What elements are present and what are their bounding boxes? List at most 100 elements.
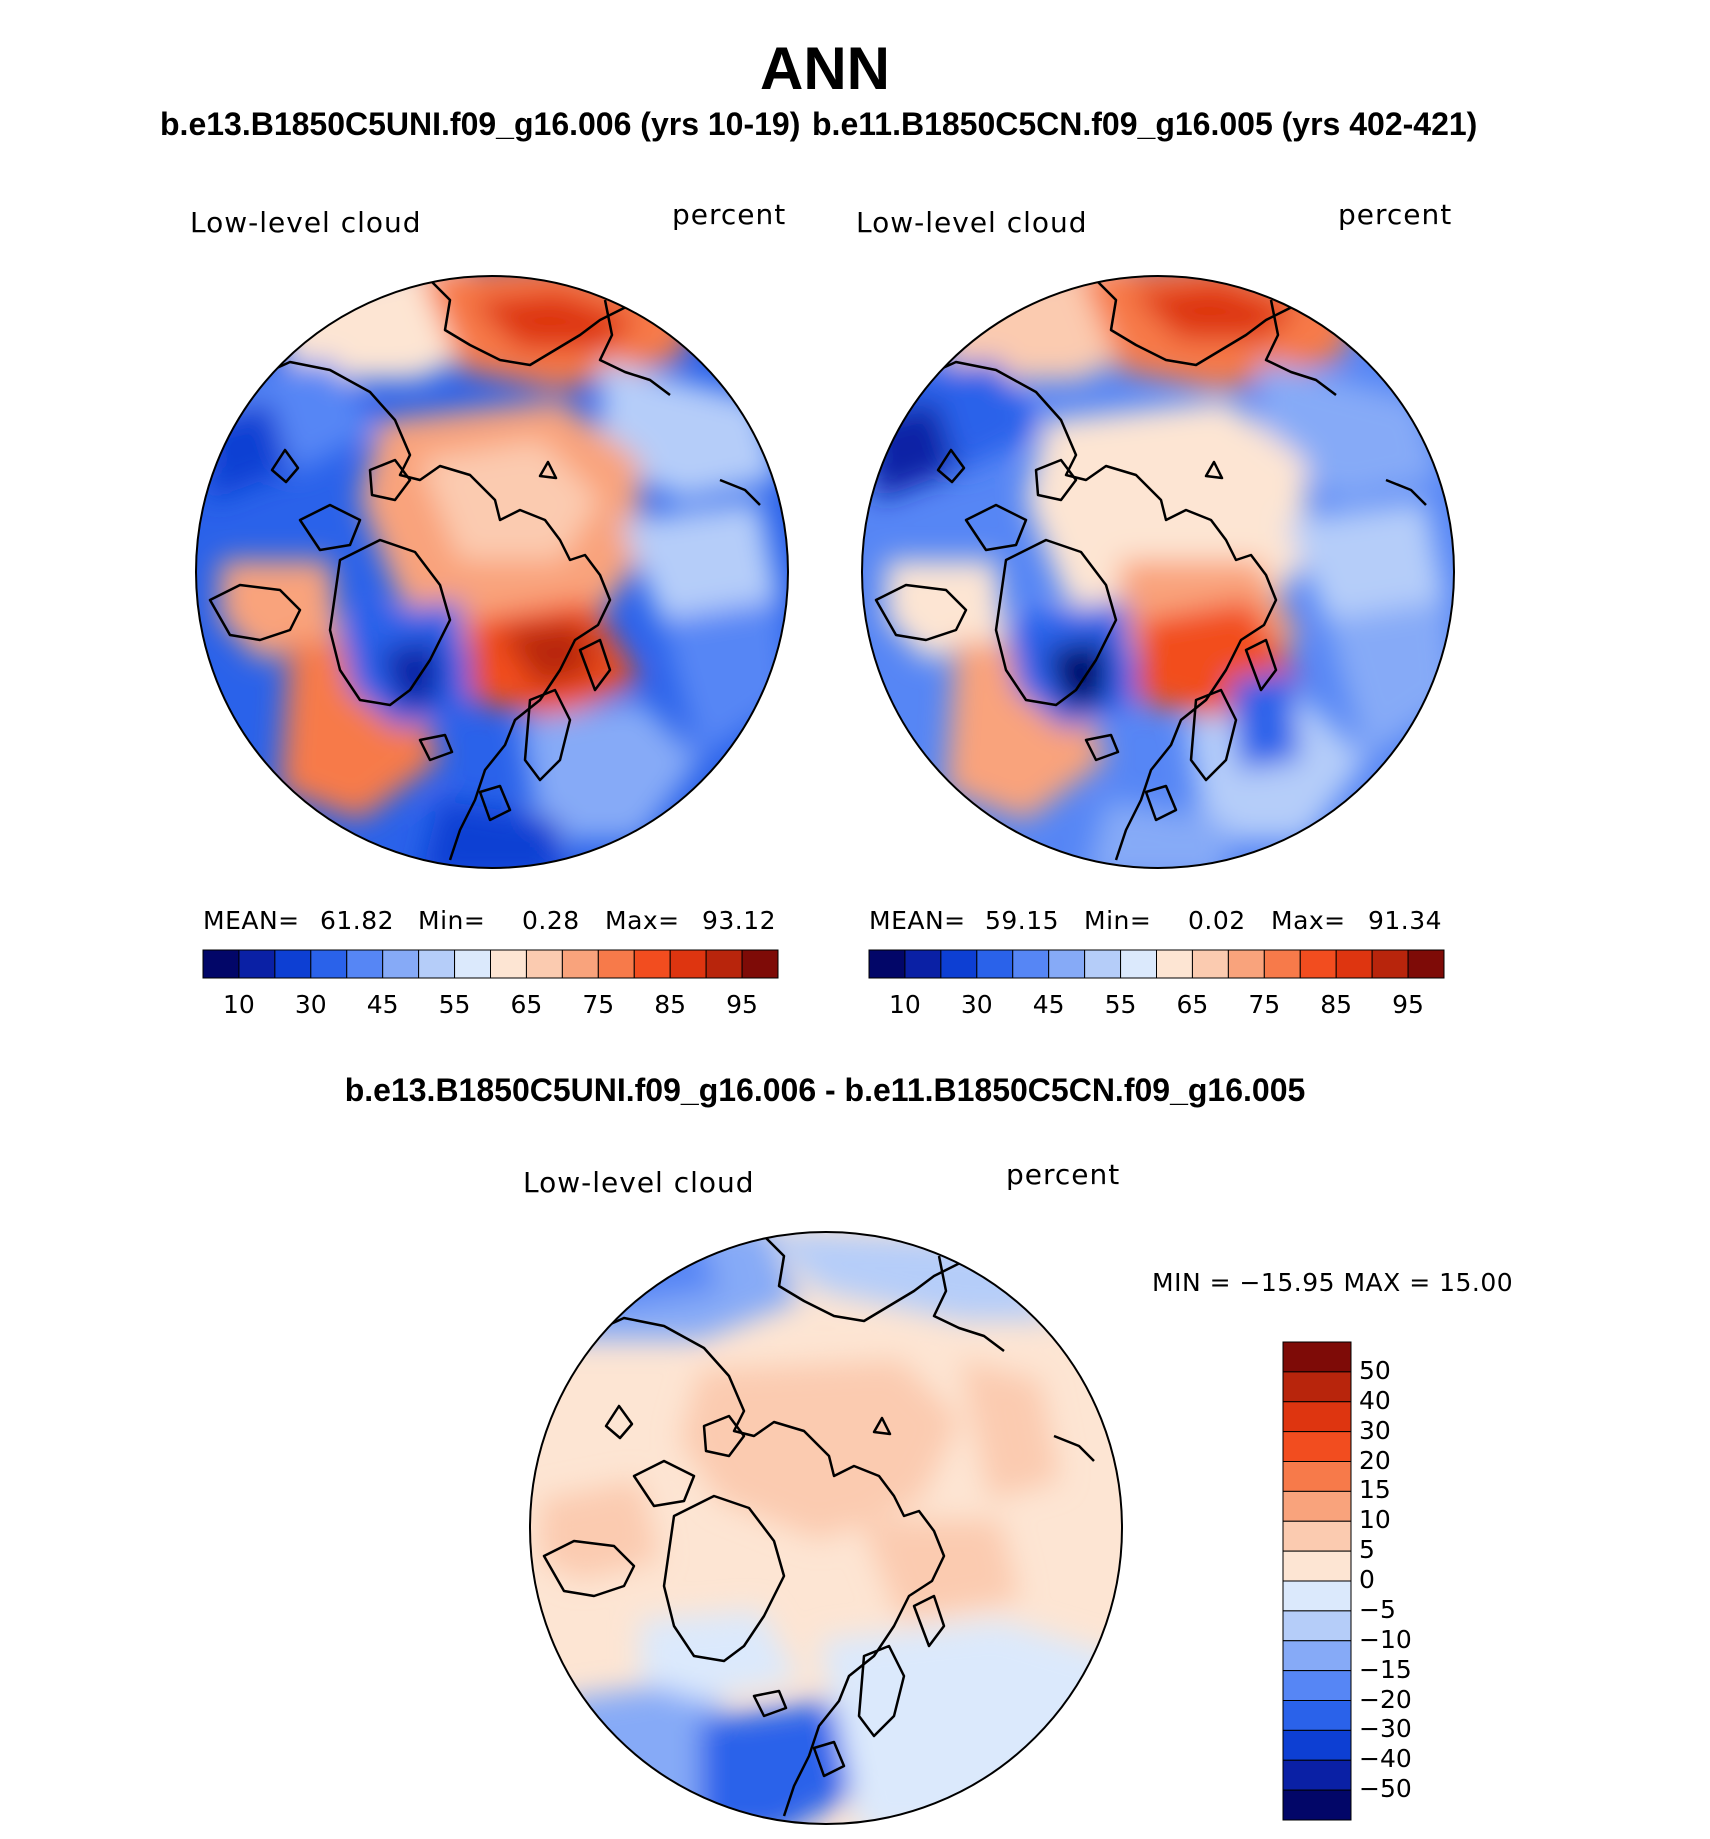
colorbar-tick-label: 30 (1359, 1415, 1391, 1445)
panel1-colorbar (202, 949, 779, 979)
colorbar-swatch (1282, 1580, 1352, 1612)
colorbar-tick-label: 75 (582, 990, 615, 1019)
colorbar-swatch (490, 949, 527, 979)
panel1-min-value: 0.28 (522, 906, 580, 935)
colorbar-swatch (561, 949, 599, 979)
panel2-units-label: percent (1338, 198, 1453, 231)
colorbar-swatch (1371, 949, 1409, 979)
colorbar-swatch (1156, 949, 1193, 979)
colorbar-swatch (1282, 1700, 1352, 1731)
colorbar-swatch (202, 949, 240, 979)
diff-units-label: percent (1006, 1158, 1121, 1191)
colorbar-swatch (1407, 949, 1445, 979)
colorbar-tick-label: 85 (654, 990, 687, 1019)
colorbar-tick-label: 30 (960, 990, 993, 1019)
colorbar-swatch (1282, 1341, 1352, 1373)
colorbar-swatch (1282, 1670, 1352, 1701)
colorbar-swatch (904, 949, 942, 979)
colorbar-swatch (1282, 1729, 1352, 1761)
panel2-max-label: Max= (1271, 906, 1346, 935)
colorbar-swatch (1191, 949, 1229, 979)
colorbar-tick-label: 10 (223, 990, 255, 1019)
colorbar-tick-label: −50 (1359, 1774, 1412, 1804)
colorbar-swatch (1263, 949, 1301, 979)
colorbar-tick-label: 85 (1320, 990, 1353, 1019)
colorbar-tick-label: 40 (1359, 1385, 1391, 1415)
panel2-case-title: b.e11.B1850C5CN.f09_g16.005 (yrs 402-421… (812, 106, 1478, 142)
colorbar-tick-label: −20 (1359, 1684, 1412, 1714)
colorbar-swatch (525, 949, 563, 979)
colorbar-swatch (310, 949, 348, 979)
diff-polar-map (529, 1231, 1123, 1825)
colorbar-tick-label: 50 (1359, 1355, 1391, 1385)
panel2-polar-map (861, 275, 1455, 869)
colorbar-tick-label: 15 (1359, 1475, 1391, 1505)
colorbar-tick-label: 55 (1104, 990, 1137, 1019)
colorbar-tick-label: 0 (1359, 1565, 1375, 1594)
colorbar-swatch (741, 949, 779, 979)
colorbar-tick-label: −30 (1359, 1714, 1412, 1744)
colorbar-swatch (418, 949, 456, 979)
colorbar-tick-label: 10 (889, 990, 921, 1019)
panel2-min-label: Min= (1084, 906, 1152, 935)
colorbar-swatch (1282, 1759, 1352, 1791)
colorbar-swatch (1048, 949, 1086, 979)
diff-variable-label: Low-level cloud (523, 1166, 755, 1199)
colorbar-tick-label: −15 (1359, 1654, 1412, 1684)
panel1-mean-value: 61.82 (320, 906, 395, 935)
colorbar-tick-label: 5 (1359, 1535, 1375, 1565)
colorbar-swatch (1282, 1401, 1352, 1433)
colorbar-swatch (274, 949, 312, 979)
colorbar-swatch (1227, 949, 1265, 979)
panel2-colorbar (868, 949, 1445, 979)
colorbar-swatch (669, 949, 707, 979)
panel2-mean-value: 59.15 (985, 906, 1060, 935)
colorbar-swatch (1282, 1490, 1352, 1522)
colorbar-swatch (976, 949, 1014, 979)
colorbar-swatch (1282, 1520, 1352, 1552)
diff-colorbar (1282, 1341, 1352, 1821)
colorbar-tick-label: −40 (1359, 1744, 1412, 1774)
colorbar-swatch (1084, 949, 1122, 979)
colorbar-swatch (1335, 949, 1373, 979)
colorbar-swatch (940, 949, 978, 979)
panel1-variable-label: Low-level cloud (190, 206, 422, 239)
colorbar-tick-label: −5 (1359, 1594, 1396, 1624)
colorbar-swatch (382, 949, 420, 979)
colorbar-swatch (1282, 1461, 1352, 1492)
panel2-max-value: 91.34 (1368, 906, 1443, 935)
colorbar-swatch (1282, 1431, 1352, 1462)
panel1-min-label: Min= (418, 906, 486, 935)
colorbar-tick-label: −10 (1359, 1624, 1412, 1654)
figure-title: ANN (760, 35, 890, 102)
colorbar-tick-label: 10 (1359, 1505, 1391, 1535)
colorbar-swatch (1012, 949, 1050, 979)
panel1-polar-map (195, 275, 789, 869)
colorbar-swatch (868, 949, 906, 979)
colorbar-swatch (346, 949, 384, 979)
colorbar-swatch (1282, 1640, 1352, 1672)
colorbar-tick-label: 30 (294, 990, 327, 1019)
panel2-variable-label: Low-level cloud (856, 206, 1088, 239)
colorbar-swatch (238, 949, 276, 979)
colorbar-tick-label: 95 (1392, 990, 1424, 1019)
panel1-mean-label: MEAN= (203, 906, 300, 935)
colorbar-tick-label: 45 (1032, 990, 1065, 1019)
colorbar-tick-label: 45 (366, 990, 399, 1019)
panel1-case-title: b.e13.B1850C5UNI.f09_g16.006 (yrs 10-19) (160, 106, 801, 142)
panel1-max-value: 93.12 (702, 906, 777, 935)
colorbar-swatch (1282, 1789, 1352, 1821)
panel2-mean-label: MEAN= (869, 906, 966, 935)
colorbar-swatch (1282, 1550, 1352, 1582)
colorbar-swatch (633, 949, 671, 979)
colorbar-swatch (1120, 949, 1157, 979)
colorbar-tick-label: 95 (726, 990, 758, 1019)
colorbar-swatch (1299, 949, 1337, 979)
colorbar-tick-label: 75 (1248, 990, 1281, 1019)
panel2-min-value: 0.02 (1188, 906, 1246, 935)
colorbar-swatch (1282, 1610, 1352, 1642)
panel1-units-label: percent (672, 198, 787, 231)
colorbar-swatch (705, 949, 743, 979)
colorbar-tick-label: 55 (438, 990, 471, 1019)
